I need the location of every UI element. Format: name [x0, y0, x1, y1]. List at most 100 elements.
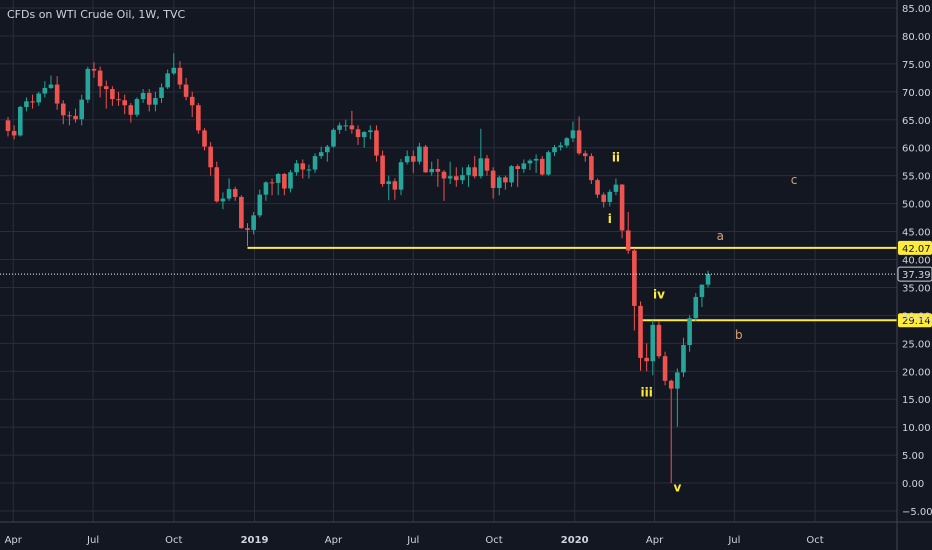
candle-body-up: [288, 172, 293, 189]
candle: [146, 89, 152, 112]
candle-body-down: [539, 158, 545, 175]
y-tick-label: 50.00: [902, 200, 931, 211]
candle-body-down: [239, 196, 244, 229]
candle-body-up: [153, 97, 158, 105]
candle-body-down: [110, 89, 115, 100]
candle: [202, 128, 207, 151]
candle: [337, 122, 342, 134]
candle-body-up: [681, 345, 686, 373]
candle: [656, 320, 662, 359]
y-tick-label: 20.00: [902, 367, 931, 378]
time-axis[interactable]: Apr Jul Oct 2019 Apr Jul Oct 2020 Apr Jul Oct: [0, 521, 932, 546]
candle-body-down: [423, 146, 428, 173]
candle: [447, 161, 453, 185]
candle: [97, 66, 103, 98]
candle: [539, 156, 545, 176]
candle: [527, 158, 533, 171]
candle-body-up: [650, 324, 656, 362]
candle: [681, 337, 686, 377]
candle: [484, 154, 490, 176]
candle: [521, 159, 527, 173]
candle: [515, 164, 520, 187]
corrective-wave-label: a: [717, 229, 724, 243]
candle: [11, 125, 17, 140]
candle-body-up: [226, 189, 232, 199]
candle-body-down: [146, 92, 152, 105]
candle: [404, 150, 410, 165]
candle-body-up: [275, 173, 281, 183]
y-tick-label: 70.00: [902, 88, 931, 99]
candle: [232, 186, 238, 201]
y-tick-label: 55.00: [902, 172, 931, 183]
candle: [288, 170, 293, 193]
price-axis[interactable]: 85.00 80.00 75.00 70.00 65.00 60.00 55.00 50.00…: [896, 0, 932, 550]
candle-body-down: [282, 173, 287, 189]
current-price-label: 37.39: [902, 270, 931, 281]
candle-body-up: [79, 99, 84, 120]
candle: [509, 165, 514, 187]
candle: [392, 178, 398, 200]
candle: [460, 167, 465, 185]
candle-body-down: [54, 84, 60, 104]
candle: [226, 178, 232, 201]
candle-body-down: [67, 115, 72, 117]
candle-body-down: [214, 167, 220, 202]
grid-lines: [0, 0, 897, 522]
candle: [558, 142, 563, 151]
candle-body-down: [490, 170, 496, 188]
y-tick-label: 75.00: [902, 60, 931, 71]
candle-body-up: [263, 182, 269, 195]
candle-body-down: [128, 105, 134, 115]
candle: [349, 110, 355, 134]
candle-body-down: [484, 158, 490, 171]
candle: [208, 142, 213, 176]
candle: [183, 77, 189, 101]
candle-body-down: [625, 230, 631, 251]
candle-body-up: [42, 87, 48, 94]
candle-body-up: [509, 166, 514, 183]
candle: [699, 284, 705, 308]
x-tick-label: Jul: [727, 535, 740, 546]
candle-body-up: [693, 296, 699, 319]
candle: [153, 91, 158, 112]
candle-body-up: [343, 125, 349, 127]
candle-body-down: [116, 99, 121, 101]
candle: [601, 192, 606, 208]
candle-body-down: [576, 130, 582, 154]
candle: [632, 248, 637, 331]
candle: [122, 94, 127, 115]
candle-body-up: [134, 99, 140, 115]
x-tick-label: Apr: [646, 535, 664, 546]
candle: [576, 116, 582, 155]
y-tick-label: 40.00: [902, 256, 931, 267]
candle: [496, 175, 502, 196]
candle-body-down: [208, 146, 213, 168]
candle-body-up: [687, 318, 692, 346]
candle: [325, 144, 330, 162]
chart-title: CFDs on WTI Crude Oil, 1W, TVC: [7, 8, 186, 21]
elliott-wave-label: iii: [640, 385, 652, 399]
candle: [91, 62, 97, 78]
elliott-wave-label: v: [673, 480, 681, 494]
candle-body-up: [140, 92, 146, 100]
candle-body-up: [331, 129, 336, 147]
candle: [644, 343, 649, 372]
candle: [110, 86, 115, 106]
candle: [196, 103, 201, 134]
candle: [294, 160, 299, 176]
corrective-wave-label: b: [735, 328, 743, 342]
candle-body-down: [245, 228, 250, 230]
candle-body-down: [300, 163, 306, 170]
candle-body-up: [533, 158, 539, 161]
y-tick-label: −5.00: [902, 507, 932, 518]
candle: [171, 53, 177, 76]
candle-body-down: [515, 166, 520, 169]
candle-body-down: [355, 129, 361, 138]
support-resistance-lines[interactable]: 42.07 29.14: [247, 240, 932, 328]
elliott-wave-label: i: [608, 212, 612, 226]
candle-body-up: [312, 156, 318, 170]
candle-body-up: [675, 372, 680, 389]
elliott-wave-label: ii: [612, 151, 620, 165]
